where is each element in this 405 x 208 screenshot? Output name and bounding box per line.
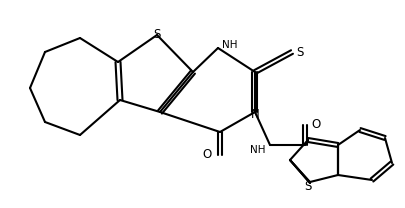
Text: S: S — [153, 28, 160, 42]
Text: O: O — [202, 149, 211, 161]
Text: S: S — [304, 181, 311, 193]
Text: NH: NH — [222, 40, 237, 50]
Text: S: S — [295, 46, 303, 58]
Text: NH: NH — [250, 145, 265, 155]
Text: N: N — [250, 109, 259, 121]
Text: O: O — [310, 119, 320, 131]
